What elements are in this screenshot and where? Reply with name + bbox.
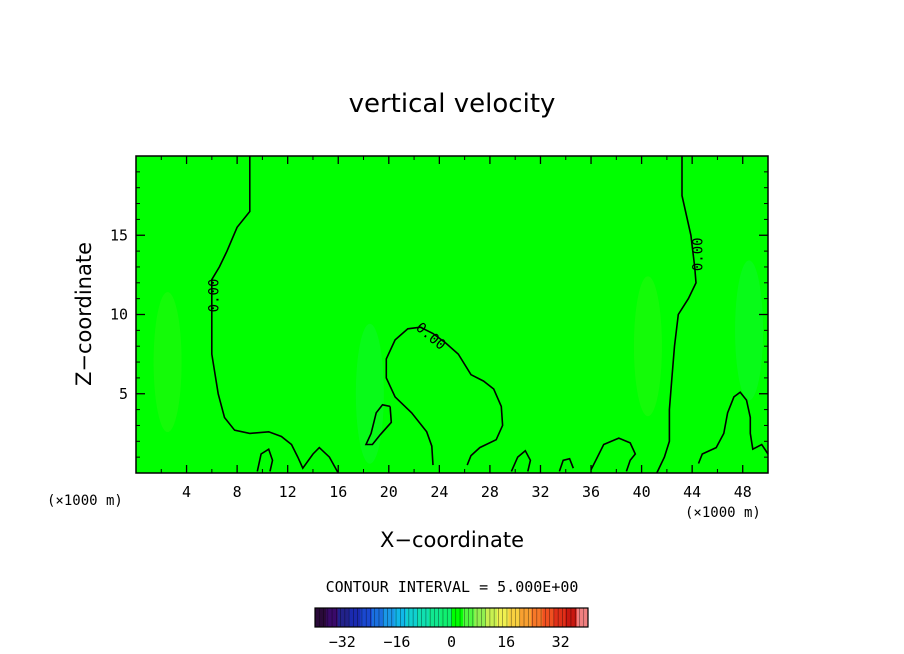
contour-label: 0.00 <box>690 237 706 271</box>
colorbar-swatch <box>508 608 521 627</box>
colorbar-swatch <box>451 608 464 627</box>
x-tick-label: 44 <box>683 483 701 501</box>
contour-line <box>256 447 274 472</box>
contour-lines <box>211 156 769 474</box>
z-unit-label: (×1000 m) <box>47 493 123 509</box>
shade-blob <box>735 260 764 401</box>
colorbar-swatch <box>576 608 589 627</box>
colorbar-tick-label: −32 <box>329 633 356 651</box>
contour-line <box>510 449 532 472</box>
colorbar-swatch <box>474 608 486 627</box>
colorbar-swatch <box>315 608 327 627</box>
colorbar-tick-label: 0 <box>447 633 456 651</box>
contour-line <box>590 437 637 472</box>
x-tick-label: 36 <box>582 483 600 501</box>
colorbar-swatch <box>417 608 430 627</box>
x-tick-label: 8 <box>233 483 242 501</box>
contour-line <box>211 156 339 474</box>
x-axis-title: X−coordinate <box>380 528 524 552</box>
x-tick-label: 28 <box>481 483 499 501</box>
x-tick-label: 32 <box>531 483 549 501</box>
contour-label: 0.00 <box>206 279 222 313</box>
colorbar-swatch <box>337 608 350 627</box>
colorbar-swatch <box>349 608 361 627</box>
x-axis-ticks: 4 8 12 16 20 24 28 32 36 40 44 48 <box>160 156 752 501</box>
colorbar-swatch <box>553 608 566 627</box>
x-tick-label: 12 <box>279 483 297 501</box>
contour-interval-text: CONTOUR INTERVAL = 5.000E+00 <box>326 578 579 596</box>
colorbar-swatch <box>485 608 498 627</box>
contour-line <box>385 326 504 466</box>
colorbar-swatch <box>383 608 395 627</box>
colorbar-swatch <box>440 608 452 627</box>
shade-blob <box>633 276 662 417</box>
colorbar-swatch <box>542 608 555 627</box>
plot-field <box>136 156 768 473</box>
colorbar-ticks: −32 −16 0 16 32 <box>329 633 570 651</box>
x-tick-label: 20 <box>380 483 398 501</box>
shade-blob <box>153 292 182 433</box>
z-tick-label: 5 <box>119 385 128 403</box>
colorbar-swatch <box>406 608 418 627</box>
field-shading <box>153 260 764 464</box>
z-tick-label: 10 <box>110 306 128 324</box>
contour-line <box>558 457 575 472</box>
x-tick-label: 4 <box>182 483 191 501</box>
x-tick-label: 40 <box>633 483 651 501</box>
colorbar-swatch <box>371 608 384 627</box>
contour-line <box>364 403 393 446</box>
colorbar-tick-label: 32 <box>552 633 570 651</box>
z-tick-label: 15 <box>110 226 128 244</box>
colorbar-tick-label: 16 <box>497 633 515 651</box>
colorbar-frame <box>314 607 589 628</box>
x-unit-label: (×1000 m) <box>685 505 761 521</box>
colorbar-tick-label: −16 <box>383 633 410 651</box>
contour-line <box>656 156 697 474</box>
z-axis-ticks: 5 10 15 <box>110 171 768 458</box>
shade-blob <box>355 323 384 464</box>
colorbar-swatch <box>519 608 532 627</box>
x-tick-label: 16 <box>329 483 347 501</box>
chart-title: vertical velocity <box>349 89 556 119</box>
x-tick-label: 24 <box>430 483 448 501</box>
contour-line <box>697 391 769 464</box>
z-axis-title: Z−coordinate <box>72 242 96 386</box>
colorbar <box>314 607 589 628</box>
x-tick-label: 48 <box>734 483 752 501</box>
